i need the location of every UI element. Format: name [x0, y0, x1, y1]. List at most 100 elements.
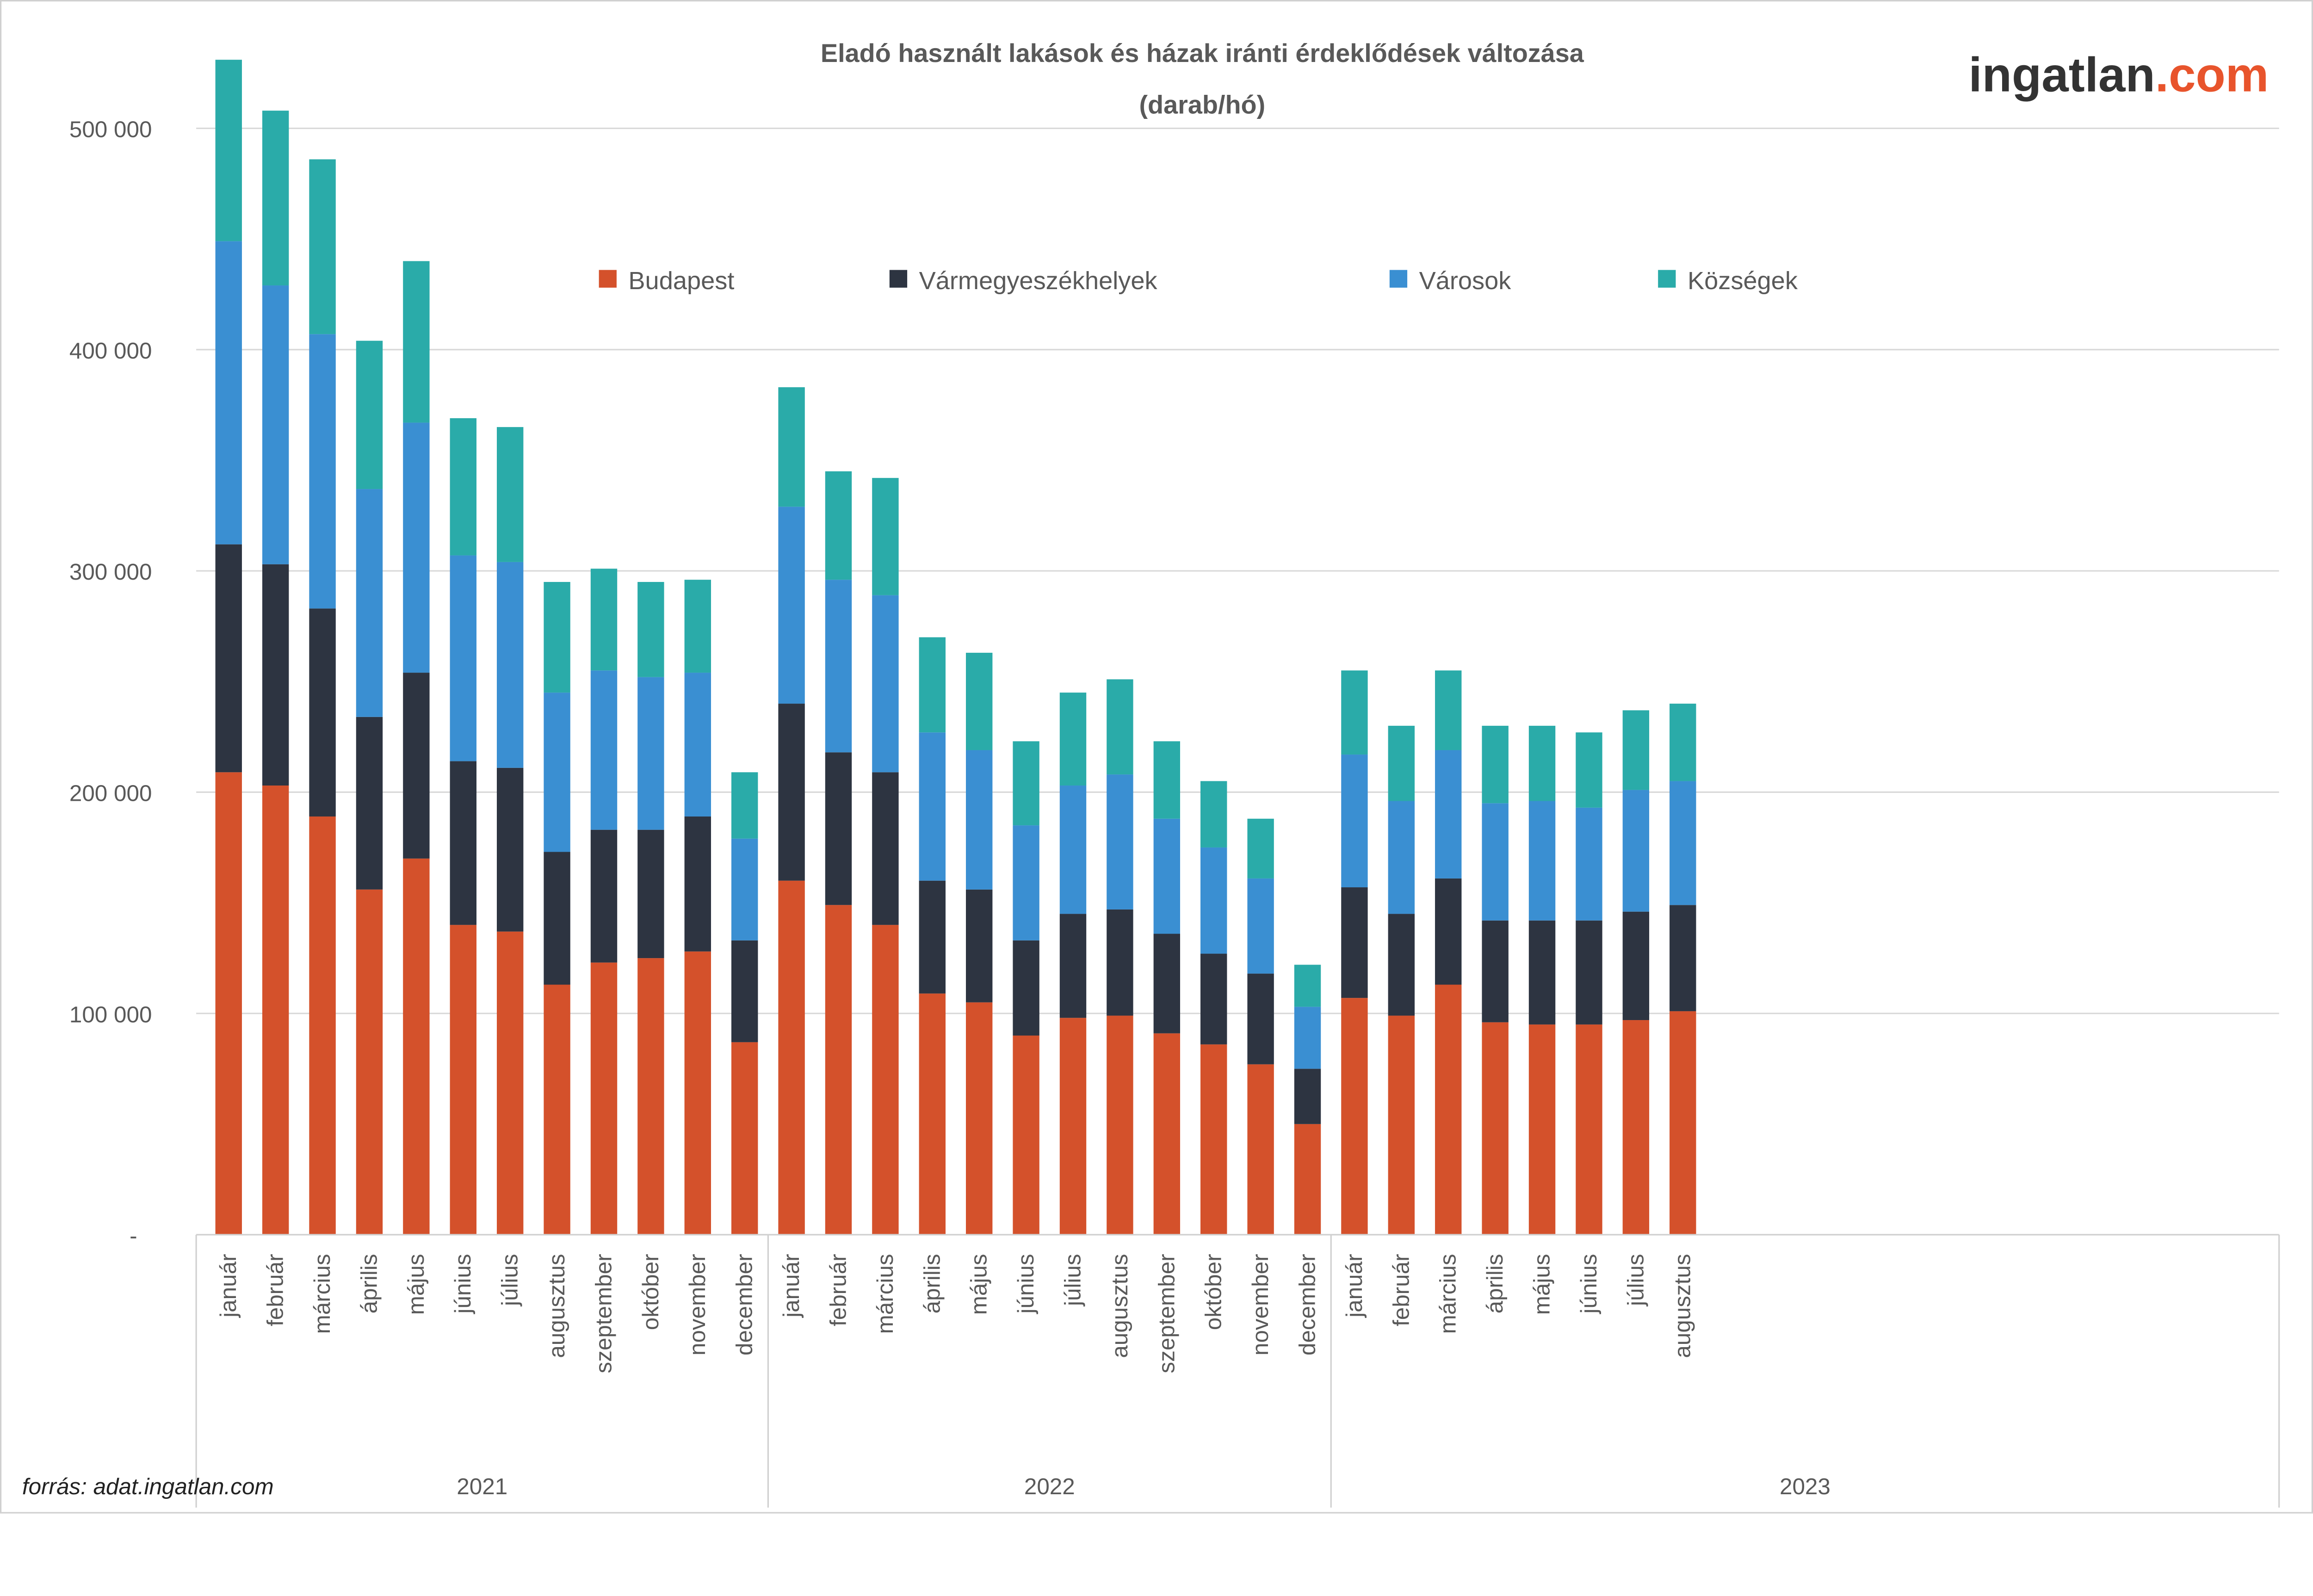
- bar-városok: [356, 489, 383, 717]
- bar-városok: [1482, 803, 1509, 921]
- bar-községek: [1107, 679, 1133, 775]
- bar-városok: [1059, 786, 1087, 914]
- bar-községek: [1435, 670, 1462, 750]
- x-tick-label: június: [450, 1254, 476, 1314]
- bar-városok: [215, 241, 242, 544]
- source-note: forrás: adat.ingatlan.com: [22, 1474, 274, 1499]
- bar-városok: [450, 555, 476, 761]
- x-tick-label: augusztus: [544, 1254, 569, 1358]
- bar-városok: [590, 670, 618, 830]
- bar-budapest: [637, 958, 664, 1235]
- bar-városok: [1013, 825, 1039, 940]
- bar-községek: [1247, 818, 1274, 878]
- bar-vármegyeszékhelyek: [1435, 878, 1462, 985]
- bar-vármegyeszékhelyek: [1341, 887, 1368, 998]
- bar-községek: [1388, 725, 1415, 801]
- bar-vármegyeszékhelyek: [872, 772, 899, 925]
- bar-községek: [919, 637, 946, 733]
- bar-vármegyeszékhelyek: [637, 829, 664, 959]
- bar-vármegyeszékhelyek: [1294, 1069, 1321, 1124]
- bar-községek: [496, 427, 524, 562]
- x-tick-label: február: [825, 1254, 851, 1326]
- x-tick-label: március: [309, 1254, 335, 1334]
- bar-községek: [1200, 781, 1227, 847]
- x-tick-label: november: [685, 1254, 710, 1355]
- bar-budapest: [1576, 1024, 1602, 1235]
- x-tick-label: április: [919, 1254, 945, 1313]
- bar-vármegyeszékhelyek: [215, 544, 242, 773]
- bar-budapest: [1294, 1124, 1321, 1235]
- bar-községek: [1013, 741, 1039, 826]
- bar-községek: [1341, 670, 1368, 755]
- x-tick-label: május: [966, 1254, 992, 1315]
- bar-vármegyeszékhelyek: [309, 608, 336, 817]
- x-tick-label: június: [1013, 1254, 1039, 1314]
- x-tick-label: május: [403, 1254, 429, 1315]
- bars: [215, 60, 1696, 1235]
- bar-vármegyeszékhelyek: [684, 816, 711, 952]
- bar-községek: [684, 580, 711, 673]
- bar-községek: [1622, 710, 1650, 790]
- x-tick-label: február: [263, 1254, 288, 1326]
- bar-városok: [262, 285, 289, 564]
- bar-budapest: [1247, 1064, 1274, 1235]
- bar-községek: [450, 418, 476, 556]
- bar-budapest: [966, 1002, 993, 1235]
- legend-swatch: [599, 270, 617, 288]
- x-axis: január február március április május június jú…: [195, 1234, 2280, 1508]
- legend-swatch: [1389, 270, 1408, 288]
- bar-budapest: [1388, 1015, 1415, 1235]
- y-tick-label: 500 000: [69, 117, 152, 142]
- bar-városok: [872, 595, 899, 773]
- bar-városok: [637, 677, 664, 830]
- year-label: 2021: [457, 1474, 507, 1499]
- bar-községek: [1153, 741, 1181, 819]
- bar-városok: [403, 422, 430, 673]
- x-tick-label: október: [638, 1254, 663, 1330]
- legend-label: Városok: [1419, 267, 1512, 295]
- bar-budapest: [825, 905, 852, 1235]
- bar-községek: [731, 772, 758, 839]
- bar-budapest: [1622, 1020, 1650, 1235]
- bar-községek: [1059, 693, 1087, 786]
- x-tick-label: december: [732, 1254, 757, 1355]
- bar-budapest: [544, 984, 570, 1235]
- legend-swatch: [889, 270, 908, 288]
- x-tick-label: július: [1623, 1254, 1648, 1307]
- bar-vármegyeszékhelyek: [1107, 909, 1133, 1016]
- gridlines: - 100 000 200 000 300 000 400 000 500 000: [69, 117, 2279, 1249]
- bar-vármegyeszékhelyek: [544, 852, 570, 985]
- year-label: 2022: [1024, 1474, 1075, 1499]
- chart-title: Eladó használt lakások és házak iránti é…: [821, 38, 1584, 68]
- bar-budapest: [356, 889, 383, 1235]
- bar-vármegyeszékhelyek: [919, 880, 946, 994]
- y-tick-label: -: [130, 1223, 137, 1249]
- logo-part2: .com: [2155, 48, 2269, 102]
- bar-budapest: [215, 772, 242, 1235]
- bar-városok: [684, 673, 711, 817]
- bar-vármegyeszékhelyek: [1528, 920, 1556, 1025]
- x-tick-label: június: [1576, 1254, 1602, 1314]
- bar-községek: [1482, 725, 1509, 804]
- x-tick-label: november: [1248, 1254, 1273, 1355]
- x-tick-label: augusztus: [1670, 1254, 1695, 1358]
- bar-budapest: [1528, 1024, 1556, 1235]
- bar-városok: [544, 693, 570, 852]
- bar-községek: [309, 159, 336, 334]
- bar-vármegyeszékhelyek: [825, 752, 852, 905]
- bar-vármegyeszékhelyek: [1153, 934, 1181, 1033]
- bar-községek: [262, 111, 289, 286]
- legend-label: Községek: [1688, 267, 1798, 295]
- bar-budapest: [262, 786, 289, 1235]
- x-tick-label: február: [1388, 1254, 1414, 1326]
- bar-budapest: [778, 880, 805, 1235]
- logo-part1: ingatlan: [1968, 48, 2155, 102]
- bar-budapest: [731, 1042, 758, 1235]
- bar-vármegyeszékhelyek: [356, 717, 383, 890]
- bar-községek: [1294, 965, 1321, 1007]
- x-tick-label: július: [1060, 1254, 1085, 1307]
- bar-városok: [1388, 801, 1415, 914]
- bar-vármegyeszékhelyek: [1013, 940, 1039, 1036]
- bar-vármegyeszékhelyek: [1622, 911, 1650, 1021]
- legend: Budapest Vármegyeszékhelyek Városok Községe…: [599, 267, 1798, 295]
